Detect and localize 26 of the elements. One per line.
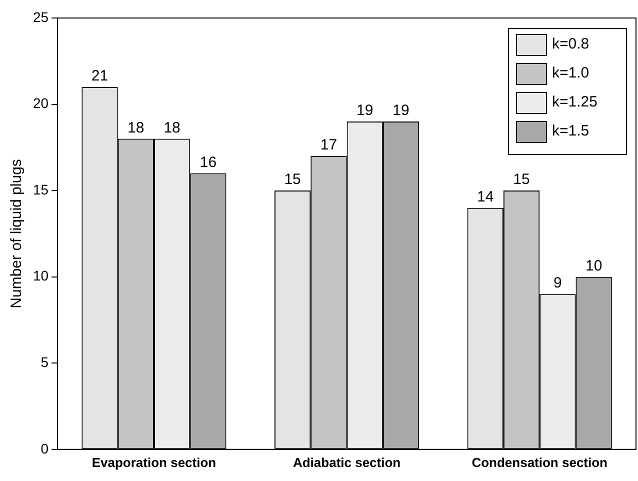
data-label: 15: [284, 171, 301, 188]
data-label: 9: [554, 274, 562, 292]
data-label: 10: [585, 257, 602, 274]
x-tick-label: Adiabatic section: [292, 454, 401, 470]
data-label: 19: [392, 102, 410, 120]
legend-label: k=1.0: [552, 64, 590, 82]
y-tick-label: 5: [40, 354, 49, 370]
data-label: 18: [128, 119, 144, 136]
legend-label: k=0.8: [552, 36, 590, 53]
x-tick-label: Evaporation section: [92, 454, 216, 470]
data-label: 19: [356, 102, 374, 120]
y-tick-label: 25: [32, 8, 49, 25]
y-tick-label: 0: [40, 440, 49, 456]
y-tick-label: 20: [32, 95, 49, 112]
y-axis-title: Number of liquid plugs: [8, 159, 26, 308]
y-tick-label: 10: [32, 268, 49, 284]
legend-label: k=1.5: [552, 122, 590, 140]
data-label: 15: [513, 171, 530, 188]
y-tick-label: 15: [32, 181, 49, 198]
data-label: 21: [91, 68, 108, 85]
x-tick-label: Condensation section: [472, 454, 608, 470]
data-label: 18: [164, 119, 180, 136]
legend-label: k=1.25: [552, 94, 598, 111]
data-label: 17: [320, 136, 338, 154]
data-label: 16: [200, 154, 217, 171]
data-label: 14: [477, 188, 494, 206]
